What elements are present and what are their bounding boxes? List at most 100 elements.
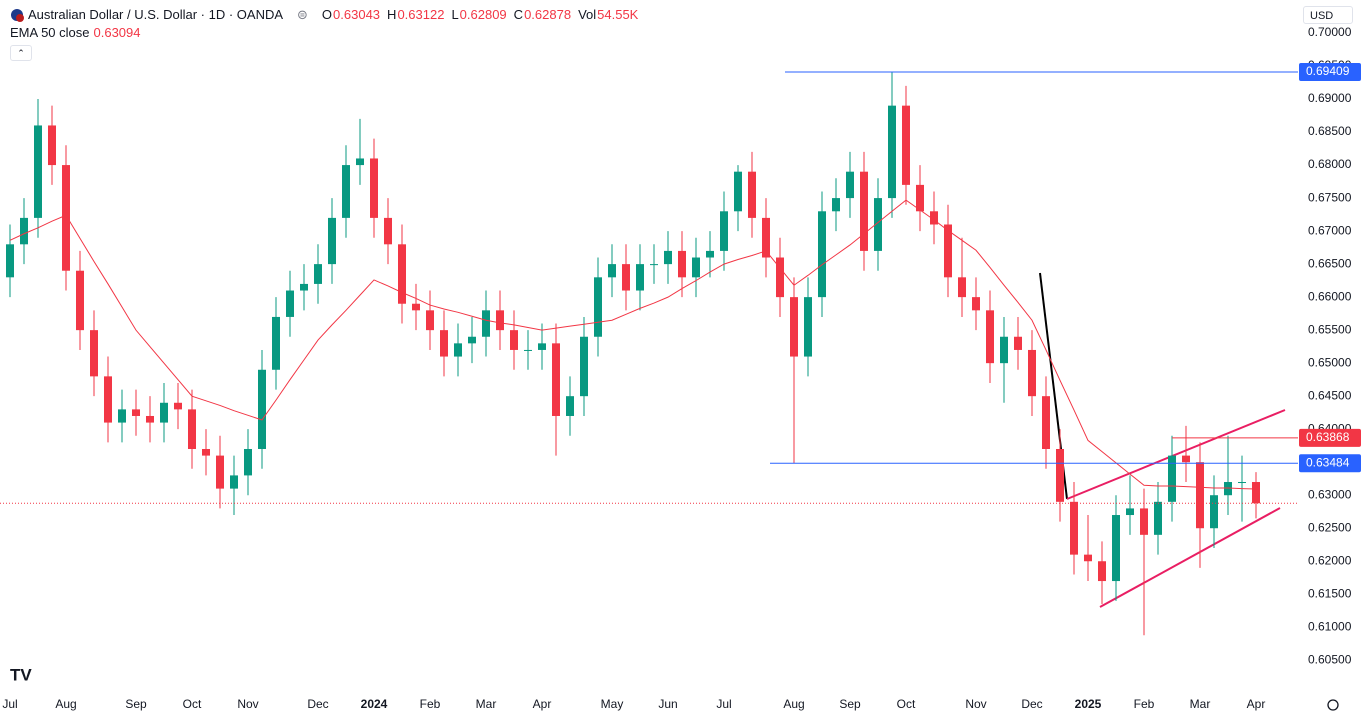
x-tick-label: Mar — [1190, 697, 1211, 711]
candle-body — [244, 448, 252, 476]
candle-body — [216, 455, 224, 489]
candle-body — [34, 125, 42, 218]
status-icon: ⊜ — [297, 7, 308, 22]
candle-body — [1098, 561, 1106, 582]
candle-body — [1084, 554, 1092, 562]
indicator-value: 0.63094 — [93, 25, 141, 40]
symbol-title: Australian Dollar / U.S. Dollar · 1D · O… — [28, 7, 284, 22]
y-tick-label: 0.62000 — [1308, 553, 1352, 567]
candle-body — [664, 250, 672, 265]
y-tick-label: 0.70000 — [1308, 25, 1352, 39]
settings-icon[interactable] — [1327, 699, 1339, 711]
symbol-row: Australian Dollar / U.S. Dollar · 1D · O… — [10, 6, 641, 24]
candle-body — [888, 105, 896, 199]
candle-body — [76, 270, 84, 331]
x-tick-label: Oct — [897, 697, 916, 711]
x-tick-label: Sep — [125, 697, 147, 711]
candle-body — [636, 264, 644, 291]
candle-body — [48, 125, 56, 166]
y-tick-label: 0.61000 — [1308, 619, 1352, 633]
ohlc-label: H — [387, 7, 397, 22]
ema-line — [9, 199, 1257, 490]
candle-body — [874, 198, 882, 251]
y-tick-label: 0.66000 — [1308, 289, 1352, 303]
ohlc-value: 0.63043 — [333, 7, 381, 22]
y-tick-label: 0.63000 — [1308, 487, 1352, 501]
x-tick-label: Aug — [55, 697, 76, 711]
candle-body — [146, 415, 154, 423]
candle-body — [160, 402, 168, 423]
candle-body — [720, 211, 728, 251]
candle-body — [258, 369, 266, 449]
candle-body — [1028, 349, 1036, 397]
candle-body — [1126, 508, 1134, 516]
candle-body — [608, 264, 616, 278]
candle-body — [1014, 336, 1022, 350]
y-tick-label: 0.61500 — [1308, 586, 1352, 600]
y-tick-label: 0.65500 — [1308, 322, 1352, 336]
candle-body — [1210, 495, 1218, 529]
candle-body — [1056, 448, 1064, 502]
candle-body — [384, 217, 392, 245]
x-tick-label: Apr — [1247, 697, 1266, 711]
y-tick-label: 0.68000 — [1308, 157, 1352, 171]
candle-body — [230, 475, 238, 489]
channel-lower — [1099, 507, 1281, 608]
candle-body — [398, 244, 406, 304]
candle-body — [468, 336, 476, 344]
candle-body — [440, 330, 448, 357]
candle-body — [1252, 482, 1260, 504]
x-tick-label: Oct — [183, 697, 202, 711]
candle-body — [286, 290, 294, 317]
ohlc-value: 0.62878 — [524, 7, 572, 22]
ohlc-value: 0.63122 — [397, 7, 445, 22]
candle-body — [202, 448, 210, 456]
candle-body — [1000, 336, 1008, 364]
level-label-box — [1299, 428, 1361, 447]
candle-body — [804, 297, 812, 357]
indicator-row: EMA 50 close 0.63094 — [10, 24, 641, 42]
candle-body — [118, 409, 126, 423]
candle-body — [1196, 462, 1204, 529]
x-tick-label: 2025 — [1075, 697, 1102, 711]
y-tick-label: 0.69000 — [1308, 91, 1352, 105]
candle-body — [566, 396, 574, 416]
candle-body — [1042, 396, 1050, 449]
candle-body — [972, 297, 980, 311]
candle-body — [188, 409, 196, 449]
candle-body — [1168, 455, 1176, 502]
candle-body — [314, 264, 322, 284]
x-tick-label: Feb — [420, 697, 441, 711]
currency-button[interactable]: USD — [1303, 6, 1353, 24]
ohlc-label: O — [321, 7, 333, 22]
ohlc-label: L — [451, 7, 459, 22]
candle-body — [370, 158, 378, 218]
candle-body — [1224, 482, 1232, 496]
candle-body — [412, 303, 420, 311]
candle-body — [832, 198, 840, 212]
candle-body — [356, 158, 364, 166]
x-tick-label: Feb — [1134, 697, 1155, 711]
candle-body — [650, 264, 658, 266]
candle-body — [90, 330, 98, 377]
x-tick-label: Apr — [533, 697, 552, 711]
candle-body — [1112, 515, 1120, 582]
y-tick-label: 0.67500 — [1308, 190, 1352, 204]
candle-body — [706, 250, 714, 258]
ohlc-label: C — [513, 7, 524, 22]
candle-body — [272, 316, 280, 370]
x-tick-label: Dec — [1021, 697, 1042, 711]
x-tick-label: Jul — [2, 697, 17, 711]
candle-body — [104, 376, 112, 423]
candle-body — [762, 217, 770, 258]
candle-body — [1140, 508, 1148, 535]
candle-body — [846, 171, 854, 199]
candle-body — [328, 217, 336, 265]
collapse-button[interactable]: ⌃ — [10, 45, 32, 61]
candle-body — [20, 217, 28, 245]
x-tick-label: May — [601, 697, 624, 711]
candle-body — [958, 277, 966, 298]
y-tick-label: 0.64500 — [1308, 388, 1352, 402]
